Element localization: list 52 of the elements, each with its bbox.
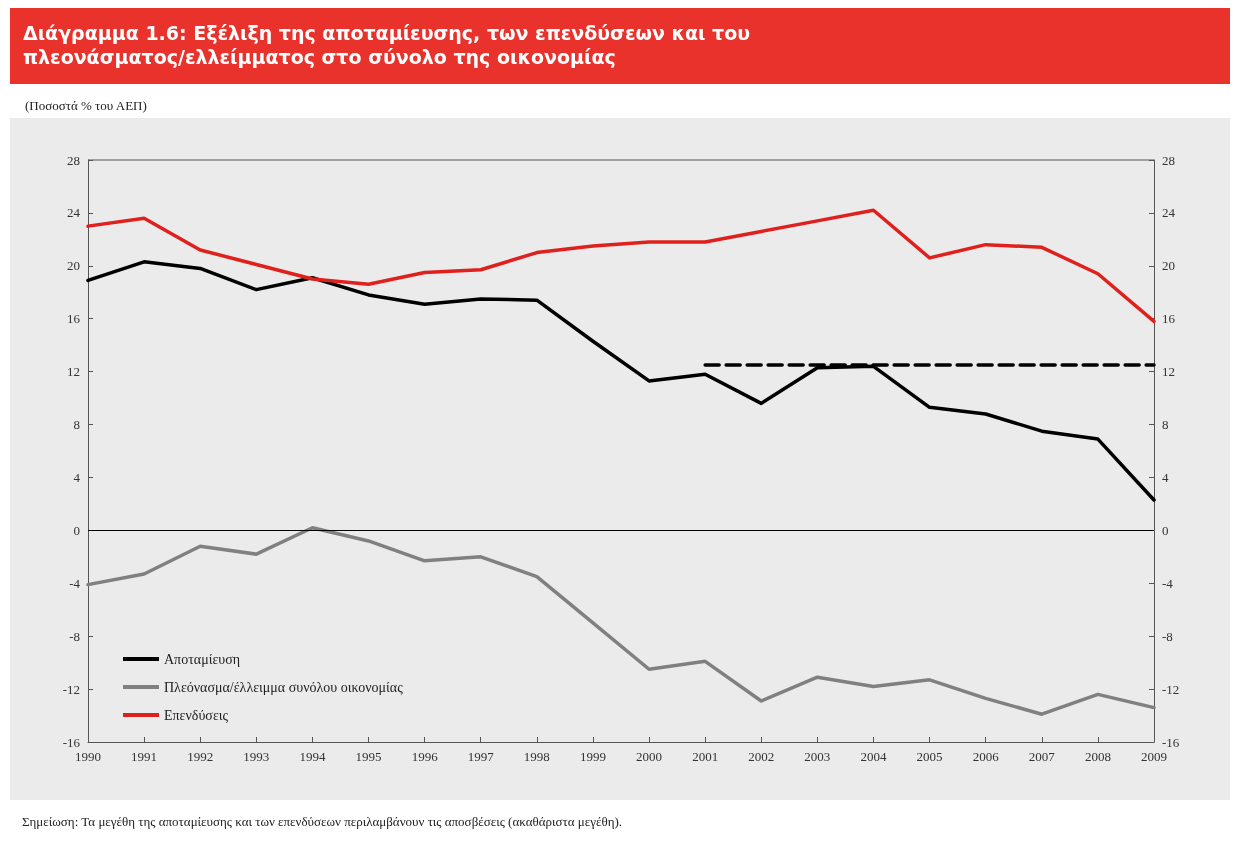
legend-label: Επενδύσεις xyxy=(164,707,229,723)
y2-tick-label: 4 xyxy=(1162,469,1169,485)
x-tick-label: 1996 xyxy=(411,749,439,764)
y-tick-label: 16 xyxy=(67,311,81,327)
chart-subtitle: (Ποσοστά % του ΑΕΠ) xyxy=(25,98,147,113)
y2-tick-label: -4 xyxy=(1162,575,1174,591)
x-tick-label: 2007 xyxy=(1028,749,1056,764)
x-tick-label: 1998 xyxy=(523,749,550,764)
line-series xyxy=(86,208,1156,324)
y-tick-label: -8 xyxy=(69,628,80,644)
y-tick-label: -4 xyxy=(69,575,81,591)
x-tick-label: 2004 xyxy=(860,749,887,764)
x-tick-label: 1995 xyxy=(355,749,382,764)
y-tick-label: 24 xyxy=(67,205,81,221)
x-tick-label: 2008 xyxy=(1084,749,1111,764)
y2-tick-label: -8 xyxy=(1162,628,1173,644)
y-tick-label: 20 xyxy=(67,258,80,274)
y2-tick-label: -16 xyxy=(1162,734,1180,750)
y-tick-label: 28 xyxy=(67,152,80,168)
chart-title: Διάγραμμα 1.6: Εξέλιξη της αποταμίευσης, των επενδύσεων και του πλεονάσματος/ελλείμματος στο σύνολο της οικονομίας xyxy=(23,22,757,68)
y-tick-label: 8 xyxy=(73,417,80,433)
x-tick-label: 1992 xyxy=(187,749,214,764)
x-tick-label: 2006 xyxy=(972,749,1000,764)
legend-label: Πλεόνασμα/έλλειμμα συνόλου οικονομίας xyxy=(164,679,404,695)
text: Σημείωση: Τα μεγέθη της αποταμίευσης και των επενδύσεων περιλαμβάνουν τις αποσβέσεις (ακαθάριστα μεγέθη). xyxy=(22,814,623,829)
y-tick-label: -12 xyxy=(62,681,80,697)
x-tick-label: 1999 xyxy=(579,749,606,764)
x-tick-label: 1997 xyxy=(467,749,495,764)
x-tick-label: 2005 xyxy=(916,749,943,764)
x-tick-label: 1993 xyxy=(243,749,270,764)
y-tick-label: -16 xyxy=(62,734,81,750)
y-tick-label: 0 xyxy=(73,522,80,538)
x-tick-label: 2003 xyxy=(804,749,831,764)
y-tick-label: 12 xyxy=(67,364,80,380)
y2-tick-label: 0 xyxy=(1162,522,1169,538)
y2-tick-label: 28 xyxy=(1162,152,1175,168)
line-series xyxy=(86,260,1156,502)
x-tick-label: 2000 xyxy=(636,749,663,764)
y2-tick-label: -12 xyxy=(1162,681,1180,697)
y2-tick-label: 12 xyxy=(1162,364,1175,380)
x-tick-label: 2002 xyxy=(748,749,775,764)
x-tick-label: 1991 xyxy=(131,749,158,764)
x-tick-label: 2009 xyxy=(1141,749,1167,764)
x-tick-label: 1990 xyxy=(75,749,101,764)
y-tick-label: 4 xyxy=(73,469,81,485)
y2-tick-label: 20 xyxy=(1162,258,1175,274)
y2-tick-label: 24 xyxy=(1162,205,1176,221)
x-tick-label: 2001 xyxy=(692,749,719,764)
y2-tick-label: 8 xyxy=(1162,417,1169,433)
legend-label: Αποταμίευση xyxy=(164,651,241,667)
y2-tick-label: 16 xyxy=(1162,311,1176,327)
x-tick-label: 1994 xyxy=(299,749,326,764)
